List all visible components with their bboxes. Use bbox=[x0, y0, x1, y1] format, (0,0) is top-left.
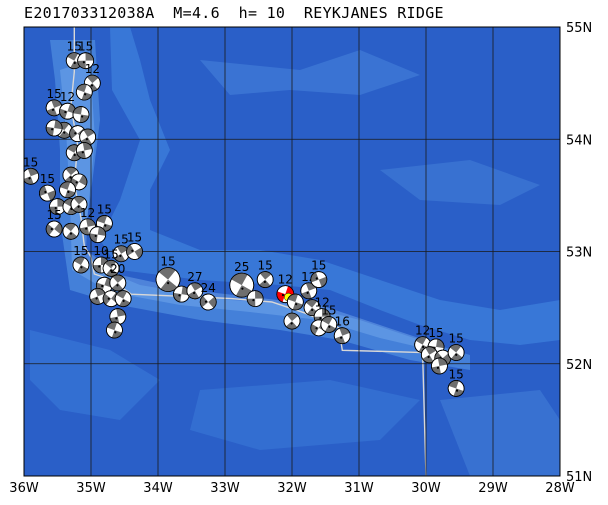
event-beachball bbox=[186, 282, 204, 300]
event-depth-label: 15 bbox=[67, 40, 82, 54]
event-depth-label: 25 bbox=[234, 260, 249, 274]
event-depth-label: 24 bbox=[201, 281, 216, 295]
event-beachball bbox=[72, 106, 90, 123]
event-beachball bbox=[155, 267, 181, 292]
event-depth-label: 12 bbox=[80, 206, 95, 220]
bathymetry-band bbox=[190, 380, 420, 450]
lon-tick-label: 35W bbox=[76, 481, 106, 496]
event-depth-label: 15 bbox=[114, 233, 129, 247]
lat-tick-label: 53N bbox=[566, 246, 592, 261]
event-depth-label: 15 bbox=[321, 303, 336, 317]
event-beachball bbox=[106, 321, 123, 339]
event-depth-label: 16 bbox=[335, 315, 350, 329]
event-depth-label: 15 bbox=[311, 259, 326, 273]
event-beachball bbox=[447, 344, 465, 361]
event-depth-label: 27 bbox=[187, 270, 202, 284]
event-beachball bbox=[24, 167, 40, 185]
event-beachball bbox=[89, 287, 107, 305]
event-beachball bbox=[199, 293, 217, 311]
event-beachball bbox=[59, 181, 76, 199]
map-frame bbox=[23, 26, 561, 477]
event-beachball bbox=[39, 184, 56, 202]
event-beachball bbox=[102, 259, 120, 277]
latitude-tick-labels: 55N 54N 53N 52N 51N bbox=[566, 21, 592, 485]
event-beachball bbox=[114, 290, 132, 308]
event-depth-label: 15 bbox=[73, 244, 88, 258]
event-beachball bbox=[45, 220, 63, 238]
event-beachball bbox=[333, 327, 351, 345]
bathymetry-band bbox=[50, 40, 470, 370]
event-beachball bbox=[310, 271, 328, 288]
bathymetry-band bbox=[440, 390, 560, 476]
event-depth-label: 15 bbox=[23, 155, 38, 169]
event-beachball bbox=[45, 119, 63, 137]
event-beachball bbox=[229, 272, 255, 298]
event-beachball bbox=[70, 195, 88, 213]
event-beachball bbox=[256, 271, 274, 288]
event-beachball bbox=[126, 243, 143, 260]
event-depth-label: 15 bbox=[160, 255, 175, 269]
event-depth-label: 15 bbox=[97, 202, 112, 216]
bathymetry-band bbox=[200, 50, 420, 95]
event-depth-label: 15 bbox=[449, 332, 464, 346]
bathymetry-band bbox=[30, 330, 160, 420]
event-beachball bbox=[246, 290, 264, 308]
event-depth-label: 15 bbox=[40, 172, 55, 186]
lon-tick-label: 28W bbox=[545, 481, 575, 496]
lat-tick-label: 54N bbox=[566, 133, 592, 148]
event-depth-label: 20 bbox=[110, 262, 125, 276]
bathymetry-band bbox=[40, 27, 560, 345]
event-beachball bbox=[45, 99, 63, 117]
event-beachball bbox=[75, 142, 93, 159]
event-beachball bbox=[75, 83, 93, 101]
event-depth-label: 15 bbox=[428, 326, 443, 340]
event-beachball bbox=[109, 274, 127, 292]
event-depth-label: 12 bbox=[85, 62, 100, 76]
event-depth-label: 12 bbox=[415, 324, 430, 338]
event-depth-label: 15 bbox=[127, 231, 142, 245]
bathymetry-band bbox=[380, 160, 540, 205]
map-title: E201703312038A M=4.6 h= 10 REYKJANES RID… bbox=[24, 4, 444, 22]
event-depth-label: 15 bbox=[78, 40, 93, 54]
event-beachball bbox=[447, 380, 465, 397]
event-beachball bbox=[72, 256, 90, 274]
longitude-tick-labels: 36W 35W 34W 33W 32W 31W 30W 29W 28W bbox=[9, 481, 575, 496]
event-depth-label: 10 bbox=[93, 244, 108, 258]
event-beachball bbox=[320, 316, 338, 333]
event-beachball bbox=[77, 52, 95, 70]
event-depth-label: 15 bbox=[47, 208, 62, 222]
event-beachball bbox=[286, 293, 304, 311]
event-depth-label: 15 bbox=[103, 247, 118, 261]
event-beachball bbox=[173, 285, 190, 303]
event-depth-label: 15 bbox=[47, 87, 62, 101]
event-depth-label: 15 bbox=[449, 367, 464, 381]
event-beachball bbox=[59, 102, 76, 120]
event-depth-label: 12 bbox=[278, 273, 293, 287]
lat-tick-label: 55N bbox=[566, 21, 592, 36]
lon-tick-label: 29W bbox=[478, 481, 508, 496]
event-beachball bbox=[62, 222, 80, 240]
lon-tick-label: 30W bbox=[411, 481, 441, 496]
lon-tick-label: 32W bbox=[277, 481, 307, 496]
lat-tick-label: 52N bbox=[566, 358, 592, 373]
lon-tick-label: 34W bbox=[143, 481, 173, 496]
event-beachball bbox=[283, 312, 301, 330]
lon-tick-label: 31W bbox=[344, 481, 374, 496]
lat-tick-label: 51N bbox=[566, 470, 592, 485]
event-depth-label: 12 bbox=[60, 90, 75, 104]
event-depth-label: 12 bbox=[315, 296, 330, 310]
event-depth-label: 15 bbox=[258, 259, 273, 273]
lon-tick-label: 36W bbox=[9, 481, 39, 496]
event-beachball bbox=[89, 226, 107, 244]
bathymetry-shading bbox=[30, 27, 560, 476]
lon-tick-label: 33W bbox=[210, 481, 240, 496]
event-beachball bbox=[430, 357, 448, 375]
